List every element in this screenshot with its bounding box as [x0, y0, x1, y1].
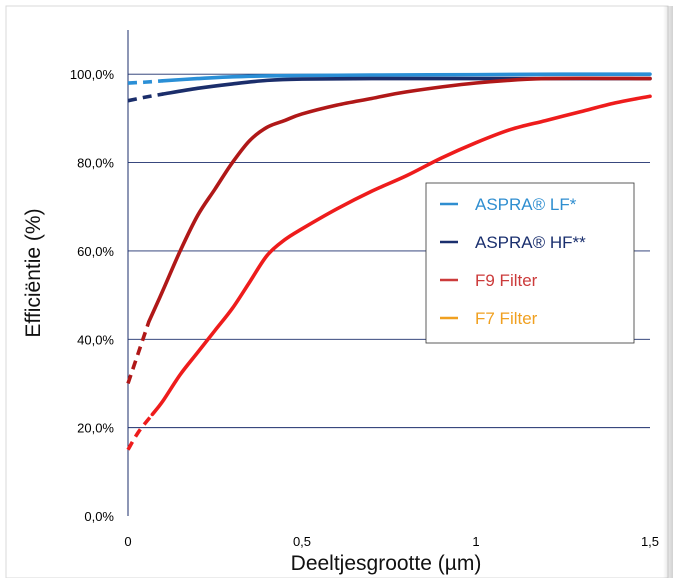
y-tick-label: 60,0%	[77, 244, 114, 259]
series-0-line	[161, 72, 652, 83]
x-tick-label: 1	[472, 534, 479, 549]
series-1-dashed-line	[127, 92, 164, 103]
chart-shadow	[663, 6, 673, 578]
series-0	[127, 72, 652, 85]
y-tick-label: 100,0%	[70, 67, 115, 82]
legend: ASPRA® LF* ASPRA® HF** F9 Filter F7 Filter	[425, 182, 635, 344]
legend-label: F7 Filter	[475, 309, 538, 328]
y-tick-label: 80,0%	[77, 156, 114, 171]
tick-layer: 0,0% 20,0% 40,0% 60,0% 80,0% 100,0% 0 0,5 1 1,5	[70, 67, 659, 549]
series-0-dashed-line	[127, 79, 163, 85]
series-layer	[126, 72, 652, 451]
y-tick-label: 20,0%	[77, 421, 114, 436]
legend-label: F9 Filter	[475, 271, 538, 290]
series-3	[126, 94, 652, 451]
legend-label: ASPRA® LF*	[475, 195, 577, 214]
x-tick-label: 1,5	[641, 534, 659, 549]
series-2	[126, 76, 652, 385]
series-2-dashed-line	[126, 321, 151, 385]
y-tick-label: 40,0%	[77, 332, 114, 347]
legend-box	[425, 182, 635, 344]
series-3-line	[150, 94, 652, 417]
x-axis-title: Deeltjesgrootte (µm)	[291, 552, 482, 575]
legend-label: ASPRA® HF**	[475, 233, 586, 252]
x-tick-label: 0	[124, 534, 131, 549]
y-tick-label: 0,0%	[84, 509, 114, 524]
x-tick-label: 0,5	[293, 534, 311, 549]
y-axis-title: Efficiëntie (%)	[22, 208, 45, 337]
series-2-line	[147, 76, 652, 324]
series-3-dashed-line	[126, 413, 154, 451]
